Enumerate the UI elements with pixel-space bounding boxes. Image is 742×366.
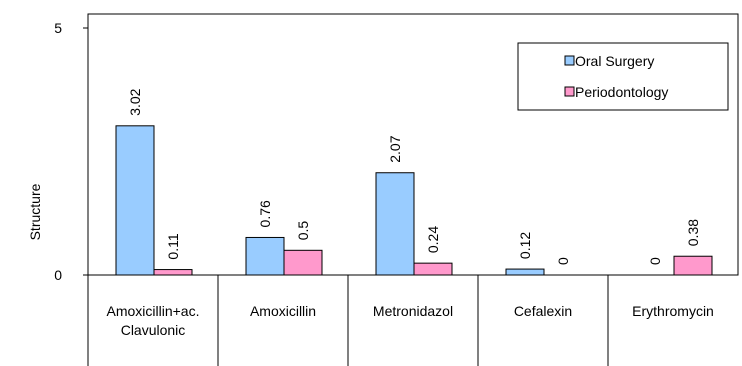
bar-oral-surgery-4	[505, 268, 545, 276]
legend-box	[517, 42, 729, 111]
legend-swatch-periodontology	[564, 86, 575, 97]
y-tick-label-5: 5	[54, 20, 62, 36]
x-tick-label-4: Cefalexin	[514, 303, 572, 319]
value-labels: 3.02 0.76 2.07 0.12 0 0.11 0.5 0.24 0 0.38	[127, 88, 701, 265]
bars	[115, 125, 713, 276]
y-tick-label-0: 0	[54, 267, 62, 283]
data-label-periodontology-1: 0.11	[165, 233, 181, 259]
data-label-oral-surgery-3: 2.07	[387, 135, 403, 162]
bar-periodontology-3	[413, 262, 453, 276]
y-ticks: 05	[54, 20, 88, 283]
y-axis-label: Structure	[27, 183, 43, 240]
legend-swatch-oral-surgery	[564, 55, 575, 66]
data-label-periodontology-3: 0.24	[425, 226, 441, 253]
x-tick-label-2: Amoxicillin	[250, 303, 316, 319]
legend-label-periodontology: Periodontology	[575, 84, 668, 100]
bar-oral-surgery-2	[245, 236, 285, 276]
x-tick-label-1-line-1: Amoxicillin+ac.	[107, 303, 200, 319]
bar-oral-surgery-3	[375, 172, 415, 276]
legend: Oral Surgery Periodontology	[517, 42, 729, 111]
x-categories: Amoxicillin+ac. Clavulonic Amoxicillin Metr…	[107, 275, 714, 366]
legend-label-oral-surgery: Oral Surgery	[575, 53, 654, 69]
data-label-periodontology-4: 0	[555, 257, 571, 265]
x-tick-label-3: Metronidazol	[373, 303, 453, 319]
bar-periodontology-5	[673, 255, 713, 276]
data-label-oral-surgery-4: 0.12	[517, 232, 533, 259]
x-tick-label-5: Erythromycin	[632, 303, 714, 319]
data-label-oral-surgery-2: 0.76	[257, 200, 273, 227]
data-label-oral-surgery-1: 3.02	[127, 88, 143, 115]
bar-oral-surgery-1	[115, 125, 155, 276]
data-label-periodontology-2: 0.5	[295, 221, 311, 241]
x-tick-label-1-line-2: Clavulonic	[121, 322, 186, 338]
bar-periodontology-1	[153, 269, 193, 276]
data-label-oral-surgery-5: 0	[647, 257, 663, 265]
data-label-periodontology-5: 0.38	[685, 219, 701, 246]
bar-periodontology-2	[283, 249, 323, 276]
